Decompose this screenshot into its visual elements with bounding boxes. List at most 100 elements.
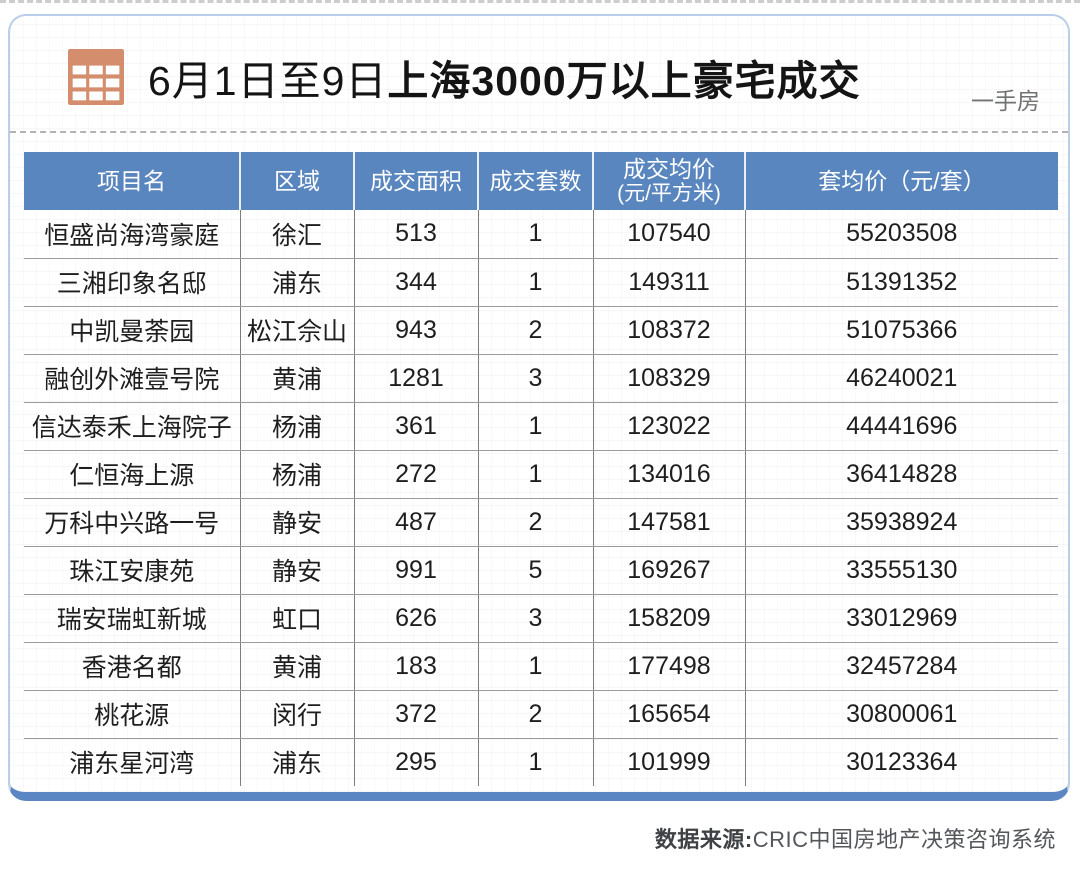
table-cell: 101999 [593,738,746,786]
table-cell: 瑞安瑞虹新城 [24,594,241,643]
table-cell: 123022 [593,402,746,451]
table-cell: 黄浦 [240,642,355,691]
table-cell: 松江佘山 [240,306,355,355]
table-cell: 361 [354,402,479,451]
table-row: 三湘印象名邸 浦东 344 1 149311 51391352 [24,258,1058,307]
table-cell: 51075366 [745,306,1058,355]
table-row: 浦东星河湾 浦东 295 1 101999 30123364 [24,738,1058,786]
table-row: 信达泰禾上海院子 杨浦 361 1 123022 44441696 [24,402,1058,451]
table-cell: 融创外滩壹号院 [24,354,241,403]
table-cell: 杨浦 [240,402,355,451]
table-cell: 513 [354,210,479,259]
column-header: 成交套数 [478,152,594,210]
table-cell: 165654 [593,690,746,739]
page-title: 6月1日至9日上海3000万以上豪宅成交 [148,47,861,107]
table-cell: 272 [354,450,479,499]
table-cell: 487 [354,498,479,547]
table-cell: 仁恒海上源 [24,450,241,499]
table-cell: 46240021 [745,354,1058,403]
table-cell: 徐汇 [240,210,355,259]
table-cell: 134016 [593,450,746,499]
housing-type-tag: 一手房 [971,88,1040,114]
table-cell: 1 [478,450,594,499]
table-cell: 44441696 [745,402,1058,451]
deals-table: 项目名 区域 成交面积 成交套数 成交均价 (元/平方米) 套均价（元/套） 恒盛尚海湾豪庭… [24,152,1058,786]
table-cell: 1281 [354,354,479,403]
table-wrapper: 项目名 区域 成交面积 成交套数 成交均价 (元/平方米) 套均价（元/套） 恒盛尚海湾豪庭… [24,152,1058,786]
table-cell: 3 [478,354,594,403]
table-cell: 5 [478,546,594,595]
table-cell: 万科中兴路一号 [24,498,241,547]
column-header-subline: (元/平方米) [617,182,721,206]
dashed-separator [10,131,1068,133]
table-cell: 158209 [593,594,746,643]
table-cell: 黄浦 [240,354,355,403]
table-cell: 信达泰禾上海院子 [24,402,241,451]
table-cell: 3 [478,594,594,643]
table-cell: 33012969 [745,594,1058,643]
column-header: 区域 [240,152,355,210]
table-cell: 桃花源 [24,690,241,739]
table-row: 融创外滩壹号院 黄浦 1281 3 108329 46240021 [24,354,1058,403]
table-cell: 珠江安康苑 [24,546,241,595]
table-cell: 107540 [593,210,746,259]
table-cell: 1 [478,642,594,691]
table-cell: 372 [354,690,479,739]
table-row: 桃花源 闵行 372 2 165654 30800061 [24,690,1058,739]
table-cell: 浦东 [240,738,355,786]
table-cell: 2 [478,690,594,739]
data-source: 数据来源:CRIC中国房地产决策咨询系统 [655,822,1056,854]
table-row: 香港名都 黄浦 183 1 177498 32457284 [24,642,1058,691]
table-cell: 1 [478,258,594,307]
table-cell: 1 [478,738,594,786]
top-dashed-divider [0,0,1080,3]
table-cell: 169267 [593,546,746,595]
table-cell: 30123364 [846,747,958,776]
table-cell: 35938924 [745,498,1058,547]
table-cell: 55203508 [745,210,1058,259]
table-cell: 108329 [593,354,746,403]
infographic-card: 6月1日至9日上海3000万以上豪宅成交 一手房 项目名 区域 成交面积 成交套数 成交… [8,14,1070,801]
column-header: 项目名 [24,152,241,210]
table-cell: 943 [354,306,479,355]
table-cell: 三湘印象名邸 [24,258,241,307]
table-body: 恒盛尚海湾豪庭 徐汇 513 1 107540 55203508 三湘印象名邸 浦东 344 1 1… [24,210,1058,786]
table-row: 珠江安康苑 静安 991 5 169267 33555130 [24,546,1058,595]
table-cell: 51391352 [745,258,1058,307]
data-source-label: 数据来源: [654,827,753,852]
table-cell: 虹口 [240,594,355,643]
table-cell: 108372 [593,306,746,355]
table-cell: 183 [354,642,479,691]
table-cell: 295 [354,738,479,786]
table-row: 恒盛尚海湾豪庭 徐汇 513 1 107540 55203508 [24,210,1058,259]
table-cell: 344 [354,258,479,307]
table-cell: 149311 [593,258,746,307]
table-grid-icon [68,49,124,105]
table-cell: 177498 [593,642,746,691]
table-cell: 33555130 [745,546,1058,595]
table-row: 中凯曼荼园 松江佘山 943 2 108372 51075366 [24,306,1058,355]
table-cell: 1 [478,402,594,451]
table-cell: 香港名都 [24,642,241,691]
table-cell: 静安 [240,546,355,595]
table-row: 仁恒海上源 杨浦 272 1 134016 36414828 [24,450,1058,499]
column-header: 成交面积 [354,152,479,210]
table-cell: 32457284 [745,642,1058,691]
column-header: 成交均价 (元/平方米) [593,152,746,210]
card-header: 6月1日至9日上海3000万以上豪宅成交 [10,16,1068,107]
table-cell: 浦东星河湾 [24,738,241,786]
column-header: 套均价（元/套） [745,152,1058,210]
table-cell: 30800061 [745,690,1058,739]
table-cell: 杨浦 [240,450,355,499]
table-cell: 147581 [593,498,746,547]
table-cell: 浦东 [240,258,355,307]
table-cell: 1 [478,210,594,259]
title-date-range: 6月1日至9日 [148,58,388,104]
title-main: 上海3000万以上豪宅成交 [387,58,861,104]
data-source-text: CRIC中国房地产决策咨询系统 [752,827,1056,852]
table-cell: 恒盛尚海湾豪庭 [24,210,241,259]
table-row: 瑞安瑞虹新城 虹口 626 3 158209 33012969 [24,594,1058,643]
table-cell: 626 [354,594,479,643]
table-cell: 2 [478,306,594,355]
table-cell: 闵行 [240,690,355,739]
